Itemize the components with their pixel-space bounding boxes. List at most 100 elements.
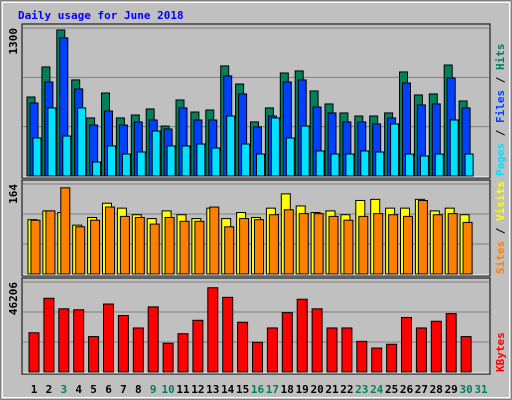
- bar: [254, 219, 264, 275]
- x-tick-label: 6: [105, 383, 112, 396]
- x-tick-label: 9: [150, 383, 157, 396]
- bar: [132, 327, 144, 373]
- bar: [179, 220, 190, 275]
- bar: [117, 315, 129, 373]
- bar: [432, 214, 443, 275]
- bar: [252, 341, 263, 373]
- bar: [92, 161, 102, 177]
- bar: [43, 297, 55, 373]
- bar: [390, 123, 400, 177]
- bar: [356, 340, 368, 373]
- bar: [430, 320, 442, 373]
- bar: [162, 342, 174, 373]
- legend-entry: Files: [494, 90, 507, 123]
- bar: [281, 312, 293, 373]
- bar: [434, 153, 444, 177]
- x-tick-label: 24: [370, 383, 384, 396]
- bar: [401, 316, 412, 373]
- bar: [60, 187, 71, 275]
- bar: [30, 219, 41, 275]
- x-tick-label: 10: [161, 383, 174, 396]
- x-tick-label: 11: [176, 383, 190, 396]
- x-tick-label: 21: [325, 383, 339, 396]
- x-tick-label: 28: [430, 383, 443, 396]
- bar: [328, 215, 339, 275]
- bar: [313, 213, 324, 275]
- bar: [136, 151, 146, 177]
- bar: [147, 306, 159, 373]
- bar: [181, 145, 191, 177]
- bar: [151, 130, 161, 177]
- bar: [283, 209, 294, 275]
- x-tick-label: 17: [266, 383, 279, 396]
- bar: [298, 213, 309, 275]
- bar: [226, 115, 236, 177]
- bar: [341, 327, 353, 373]
- bar: [209, 206, 220, 275]
- bar: [134, 216, 145, 275]
- bar: [164, 216, 175, 275]
- legend-separator: /: [494, 221, 507, 241]
- bar: [58, 308, 70, 373]
- bar: [239, 218, 250, 275]
- bar: [192, 319, 204, 373]
- bar: [300, 125, 310, 177]
- bar: [88, 336, 100, 373]
- bar: [345, 153, 355, 177]
- bar: [207, 287, 219, 373]
- legend: KBytes: [494, 332, 507, 372]
- x-tick-label: 5: [90, 383, 97, 396]
- x-tick-label: 4: [75, 383, 82, 396]
- bar: [32, 137, 42, 177]
- bar: [75, 226, 86, 275]
- bar: [462, 221, 473, 275]
- bar: [373, 213, 384, 275]
- bar: [343, 219, 354, 275]
- bar: [73, 309, 85, 373]
- bar: [256, 153, 265, 177]
- bar: [107, 145, 116, 177]
- x-tick-label: 26: [400, 383, 414, 396]
- bar: [28, 332, 40, 373]
- x-tick-label: 12: [191, 383, 204, 396]
- x-tick-label: 14: [221, 383, 235, 396]
- x-tick-label: 3: [60, 383, 67, 396]
- legend-separator: /: [494, 123, 507, 143]
- bar: [77, 107, 87, 177]
- bar: [119, 215, 130, 275]
- bar: [270, 117, 280, 177]
- x-tick-label: 31: [474, 383, 488, 396]
- bar: [196, 143, 206, 177]
- x-tick-label: 29: [445, 383, 458, 396]
- bar: [105, 206, 115, 275]
- bar: [268, 214, 279, 275]
- bar: [386, 343, 398, 373]
- bar: [330, 153, 340, 177]
- bar: [315, 150, 325, 177]
- bar: [445, 313, 457, 373]
- bar: [417, 199, 428, 275]
- x-tick-label: 30: [459, 383, 472, 396]
- legend-entry: Pages: [494, 143, 507, 176]
- x-tick-label: 27: [415, 383, 428, 396]
- x-tick-label: 18: [281, 383, 294, 396]
- bar: [47, 107, 57, 177]
- legend-entry: Visits: [494, 181, 507, 221]
- bar: [375, 151, 385, 177]
- bar: [177, 333, 189, 373]
- legend-entry: Sites: [494, 241, 507, 274]
- y-tick-label: 46206: [7, 282, 20, 315]
- y-tick-label: 1300: [7, 28, 20, 55]
- x-tick-label: 13: [206, 383, 219, 396]
- x-tick-label: 16: [251, 383, 265, 396]
- legend-separator: /: [494, 70, 507, 90]
- bar: [222, 296, 234, 373]
- bar: [266, 327, 278, 373]
- bar: [285, 137, 295, 177]
- bar: [449, 119, 459, 177]
- bar: [326, 327, 338, 373]
- chart-title: Daily usage for June 2018: [18, 9, 184, 22]
- x-tick-label: 7: [120, 383, 127, 396]
- legend: Pages / Files / Hits: [494, 44, 507, 177]
